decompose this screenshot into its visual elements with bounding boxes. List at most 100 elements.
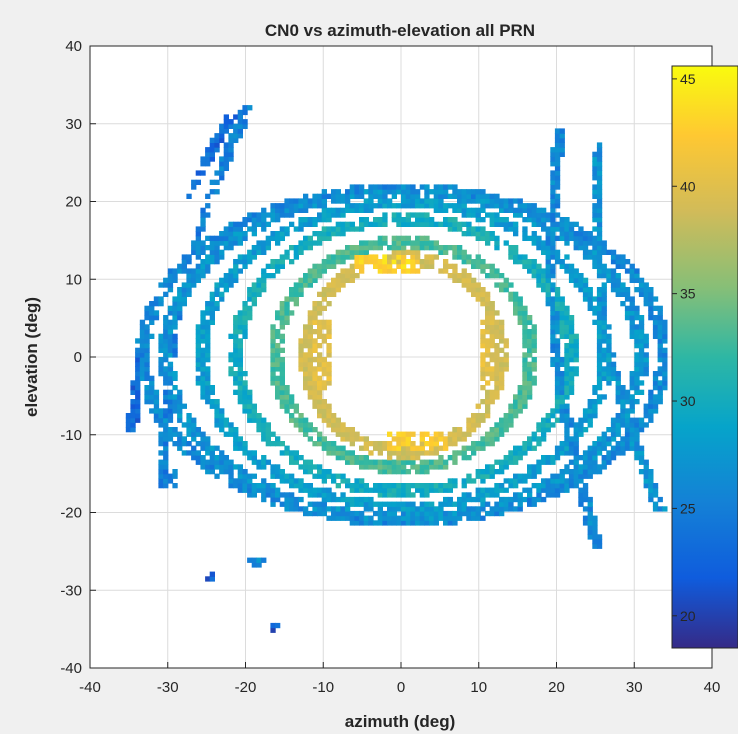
heatmap-cell <box>223 119 229 125</box>
heatmap-cell <box>303 343 309 349</box>
heatmap-cell <box>303 329 309 335</box>
heatmap-cell <box>545 245 551 251</box>
heatmap-cell <box>419 217 425 223</box>
heatmap-cell <box>247 315 253 321</box>
heatmap-cell <box>135 417 141 423</box>
heatmap-cell <box>265 459 271 465</box>
heatmap-cell <box>480 501 486 507</box>
heatmap-cell <box>242 487 248 493</box>
heatmap-cell <box>214 245 220 251</box>
heatmap-cell <box>433 431 439 437</box>
heatmap-cell <box>223 123 229 129</box>
heatmap-cell <box>401 506 407 512</box>
heatmap-cell <box>130 403 136 409</box>
heatmap-cell <box>554 478 561 484</box>
heatmap-cell <box>643 459 649 465</box>
heatmap-cell <box>452 203 458 209</box>
heatmap-cell <box>573 282 579 288</box>
heatmap-cell <box>279 403 285 409</box>
heatmap-cell <box>303 235 309 241</box>
heatmap-cell <box>405 520 411 526</box>
heatmap-cell <box>177 417 183 423</box>
heatmap-cell <box>419 469 425 475</box>
heatmap-cell <box>559 403 565 409</box>
heatmap-cell <box>214 147 220 153</box>
heatmap-cell <box>494 198 500 204</box>
heatmap-cell <box>615 291 621 297</box>
heatmap-cell <box>335 483 341 489</box>
heatmap-cell <box>447 515 453 521</box>
heatmap-cell <box>452 207 458 213</box>
heatmap-cell <box>345 483 351 489</box>
heatmap-cell <box>634 389 640 395</box>
heatmap-cell <box>312 203 318 209</box>
heatmap-cell <box>466 273 472 279</box>
heatmap-cell <box>335 207 341 213</box>
heatmap-cell <box>489 389 495 395</box>
heatmap-cell <box>261 249 267 255</box>
heatmap-cell <box>354 483 360 489</box>
heatmap-cell <box>251 459 257 465</box>
heatmap-cell <box>499 338 505 344</box>
heatmap-cell <box>270 217 276 223</box>
heatmap-cell <box>536 245 542 251</box>
heatmap-cell <box>340 431 346 437</box>
heatmap-cell <box>629 305 635 311</box>
heatmap-cell <box>233 343 239 349</box>
heatmap-cell <box>214 249 220 255</box>
heatmap-cell <box>186 427 192 433</box>
heatmap-cell <box>601 338 607 344</box>
heatmap-cell <box>387 245 393 251</box>
heatmap-cell <box>177 408 183 414</box>
heatmap-cell <box>209 319 215 325</box>
heatmap-cell <box>317 361 323 367</box>
heatmap-cell <box>158 422 164 428</box>
heatmap-cell <box>452 245 458 251</box>
heatmap-cell <box>172 305 178 311</box>
heatmap-cell <box>373 221 379 227</box>
heatmap-cell <box>536 221 542 227</box>
heatmap-cell <box>592 464 598 470</box>
heatmap-cell <box>466 277 472 283</box>
heatmap-cell <box>279 366 285 372</box>
heatmap-cell <box>522 226 528 232</box>
heatmap-cell <box>494 469 500 475</box>
heatmap-cell <box>657 338 663 344</box>
heatmap-cell <box>158 450 164 456</box>
heatmap-cell <box>485 263 491 269</box>
heatmap-cell <box>503 501 509 507</box>
heatmap-cell <box>541 478 547 484</box>
heatmap-cell <box>219 296 225 302</box>
heatmap-cell <box>228 333 234 339</box>
heatmap-cell <box>433 459 439 465</box>
heatmap-cell <box>545 235 551 241</box>
heatmap-cell <box>541 282 547 288</box>
heatmap-cell <box>191 282 197 288</box>
heatmap-cell <box>359 207 365 213</box>
heatmap-cell <box>643 343 649 349</box>
heatmap-cell <box>587 235 593 241</box>
heatmap-cell <box>550 413 556 419</box>
heatmap-cell <box>629 315 635 321</box>
heatmap-cell <box>382 240 388 246</box>
heatmap-cell <box>195 245 201 251</box>
heatmap-cell <box>144 399 150 405</box>
heatmap-cell <box>573 473 579 479</box>
heatmap-cell <box>298 417 304 423</box>
heatmap-cell <box>517 399 523 405</box>
heatmap-cell <box>326 259 332 265</box>
heatmap-cell <box>317 469 323 475</box>
colorbar-tick-label: 20 <box>680 608 696 624</box>
heatmap-cell <box>405 235 411 241</box>
heatmap-cell <box>638 282 645 288</box>
heatmap-cell <box>303 417 309 423</box>
heatmap-cell <box>307 347 313 353</box>
heatmap-cell <box>545 259 551 265</box>
heatmap-cell <box>615 422 621 428</box>
heatmap-cell <box>657 315 663 321</box>
heatmap-cell <box>237 259 243 265</box>
heatmap-cell <box>340 478 346 484</box>
heatmap-cell <box>513 231 519 237</box>
heatmap-cell <box>242 221 248 227</box>
